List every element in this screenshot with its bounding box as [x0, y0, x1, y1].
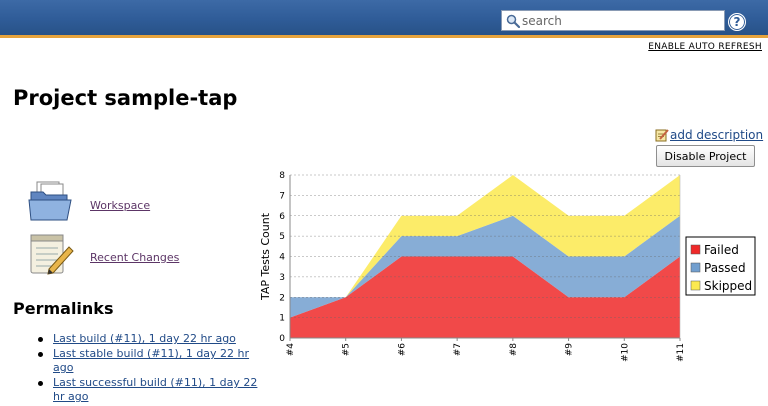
x-tick-label: #11 — [676, 343, 686, 362]
y-tick-label: 3 — [279, 273, 285, 283]
y-tick-label: 4 — [279, 253, 285, 263]
x-tick-label: #4 — [286, 343, 296, 357]
y-tick-label: 7 — [279, 191, 285, 201]
y-tick-label: 8 — [279, 171, 285, 181]
legend-swatch-skipped — [690, 280, 701, 291]
add-description-link[interactable]: add description — [655, 128, 763, 145]
legend-label-failed: Failed — [704, 243, 739, 257]
help-icon-glyph: ? — [733, 15, 741, 29]
list-item: Last successful build (#11), 1 day 22 hr… — [38, 376, 268, 404]
page-title: Project sample-tap — [13, 86, 238, 110]
x-tick-label: #9 — [565, 343, 575, 357]
legend-label-passed: Passed — [704, 261, 746, 275]
y-axis-title: TAP Tests Count — [259, 212, 272, 301]
notepad-edit-icon — [655, 128, 669, 145]
list-item: Last stable build (#11), 1 day 22 hr ago — [38, 347, 268, 375]
y-tick-label: 5 — [279, 232, 285, 242]
top-header-bar: ? — [0, 0, 768, 38]
folder-icon — [27, 180, 75, 228]
search-box[interactable] — [501, 10, 725, 31]
y-tick-label: 6 — [279, 212, 285, 222]
permalinks-list: Last build (#11), 1 day 22 hr ago Last s… — [38, 332, 268, 405]
legend-swatch-failed — [690, 244, 701, 255]
add-description-label: add description — [670, 128, 764, 142]
x-tick-label: #6 — [397, 343, 407, 357]
task-recent-changes-label[interactable]: Recent Changes — [90, 251, 180, 264]
series-area-passed — [290, 215, 680, 318]
search-icon — [506, 13, 521, 32]
y-tick-label: 1 — [279, 314, 285, 324]
y-tick-label: 0 — [279, 334, 285, 344]
x-tick-label: #10 — [620, 343, 630, 362]
y-tick-label: 2 — [279, 293, 285, 303]
test-trend-chart[interactable]: 0 1 2 3 4 5 6 7 8 #4 #5 #6 #7 #8 #9 #10 #11 TAP Tests Cou… — [255, 165, 760, 368]
search-input[interactable] — [522, 12, 720, 29]
legend-swatch-passed — [690, 262, 701, 273]
help-icon[interactable]: ? — [728, 13, 746, 31]
x-tick-label: #5 — [342, 343, 352, 356]
permalink-last-stable-build[interactable]: Last stable build (#11), 1 day 22 hr ago — [53, 347, 250, 374]
permalinks-heading: Permalinks — [13, 299, 114, 318]
notepad-pencil-icon — [27, 233, 75, 281]
permalink-last-build[interactable]: Last build (#11), 1 day 22 hr ago — [53, 332, 236, 345]
disable-project-button[interactable]: Disable Project — [656, 145, 755, 167]
task-workspace-label[interactable]: Workspace — [90, 199, 151, 212]
legend-label-skipped: Skipped — [704, 279, 752, 293]
permalink-last-successful-build[interactable]: Last successful build (#11), 1 day 22 hr… — [53, 376, 258, 403]
x-tick-label: #7 — [453, 343, 463, 356]
x-tick-label: #8 — [509, 343, 519, 357]
enable-auto-refresh-link[interactable]: ENABLE AUTO REFRESH — [648, 42, 762, 52]
list-item: Last build (#11), 1 day 22 hr ago — [38, 332, 268, 346]
